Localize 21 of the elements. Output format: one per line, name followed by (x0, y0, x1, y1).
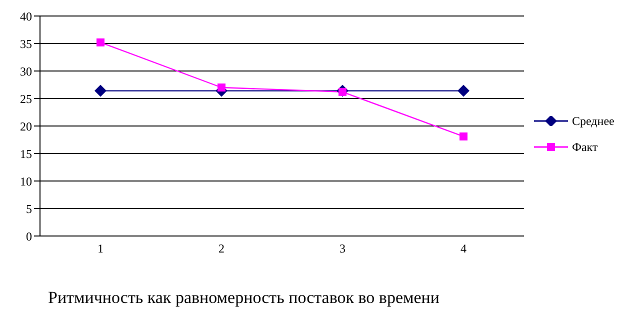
point (458, 84, 470, 97)
y-tick-label: 20 (20, 119, 32, 134)
y-tick-label: 40 (20, 9, 32, 24)
x-tick-label: 2 (218, 242, 224, 256)
y-tick-label: 5 (26, 202, 32, 216)
x-tick-label: 3 (340, 242, 346, 256)
y-tick-label: 10 (20, 174, 32, 188)
legend-label: Факт (572, 140, 598, 154)
legend-label: Среднее (572, 114, 614, 128)
y-tick-label: 15 (20, 146, 32, 161)
point (94, 84, 106, 97)
x-tick-label: 4 (460, 242, 466, 256)
point (460, 132, 468, 140)
point (218, 84, 226, 92)
y-tick-label: 0 (26, 229, 32, 244)
x-tick-label: 1 (98, 242, 104, 256)
point (96, 38, 104, 46)
y-tick-label: 30 (20, 64, 32, 78)
y-tick-label: 35 (20, 36, 32, 51)
y-tick-label: 25 (20, 92, 32, 106)
text: Ритмичность как равномерность поставок во времени (48, 288, 440, 308)
